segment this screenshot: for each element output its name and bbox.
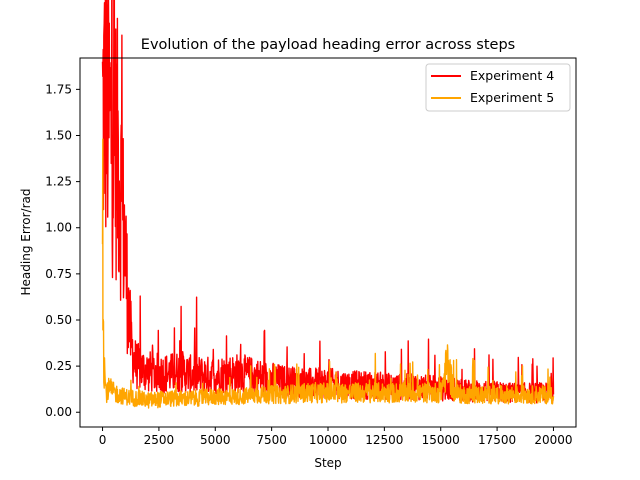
x-tick-label: 10000 bbox=[309, 433, 347, 447]
y-tick-label: 0.75 bbox=[45, 267, 72, 281]
y-tick-label: 0.25 bbox=[45, 359, 72, 373]
x-tick-label: 17500 bbox=[478, 433, 516, 447]
x-axis-ticks: 0 2500 5000 7500 10000 12500 15000 17500 20000 bbox=[99, 427, 573, 447]
y-tick-label: 1.75 bbox=[45, 82, 72, 96]
y-tick-label: 1.25 bbox=[45, 175, 72, 189]
chart-title: Evolution of the payload heading error a… bbox=[141, 37, 515, 53]
x-tick-label: 2500 bbox=[144, 433, 175, 447]
x-tick-label: 12500 bbox=[365, 433, 403, 447]
y-tick-label: 0.00 bbox=[45, 405, 72, 419]
legend-label-experiment-4: Experiment 4 bbox=[470, 68, 554, 83]
y-axis-ticks: 0.00 0.25 0.50 0.75 1.00 1.25 1.50 1.75 bbox=[45, 82, 80, 419]
y-axis-label: Heading Error/rad bbox=[19, 189, 33, 296]
x-axis-label: Step bbox=[314, 456, 341, 470]
y-tick-label: 1.00 bbox=[45, 221, 72, 235]
legend-box bbox=[425, 63, 571, 112]
x-tick-label: 5000 bbox=[200, 433, 231, 447]
x-tick-label: 0 bbox=[99, 433, 107, 447]
series-layer bbox=[101, 0, 555, 409]
legend-label-experiment-5: Experiment 5 bbox=[470, 90, 554, 105]
y-tick-label: 0.50 bbox=[45, 313, 72, 327]
x-tick-label: 15000 bbox=[422, 433, 460, 447]
legend: Experiment 4 Experiment 5 bbox=[425, 63, 571, 112]
y-tick-label: 1.50 bbox=[45, 128, 72, 142]
series-line-experiment-5 bbox=[101, 138, 555, 409]
x-tick-label: 20000 bbox=[534, 433, 572, 447]
x-tick-label: 7500 bbox=[256, 433, 287, 447]
